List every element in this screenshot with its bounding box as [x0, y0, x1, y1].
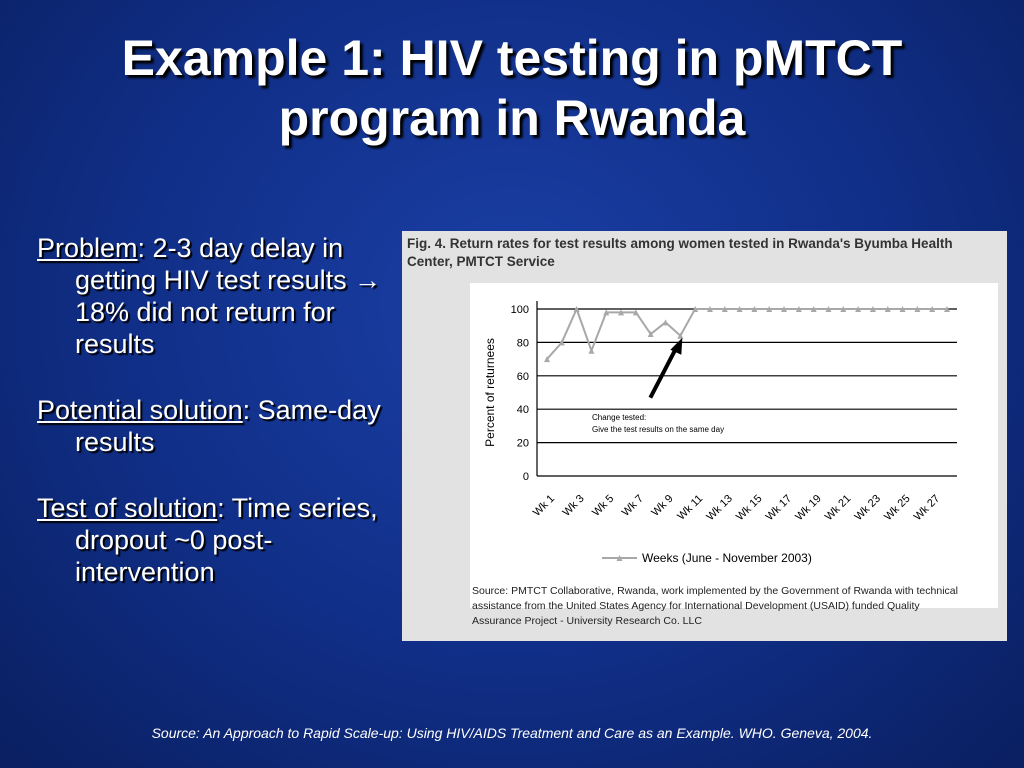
y-tick-label-80: 80 [517, 337, 529, 349]
legend-marker [616, 555, 623, 561]
series-line [546, 306, 947, 360]
x-tick-label-wk-11: Wk 11 [675, 493, 705, 523]
data-point-wk-17 [781, 306, 788, 312]
bullet-problem-label: Problem [37, 233, 138, 263]
bullet-problem: Problem: 2-3 day delay in getting HIV te… [37, 232, 382, 360]
data-point-wk-20 [825, 306, 832, 312]
bullet-list: Problem: 2-3 day delay in getting HIV te… [37, 232, 382, 622]
bullet-test-text: : Time series, dropout ~0 post-intervent… [75, 493, 378, 587]
title-line-1: Example 1: HIV testing in pMTCT [121, 30, 903, 86]
data-point-wk-3 [573, 306, 580, 312]
data-point-wk-23 [869, 306, 876, 312]
data-point-wk-14 [736, 306, 743, 312]
x-tick-label-wk-9: Wk 9 [649, 493, 675, 519]
annotation-arrow-shaft [648, 346, 679, 399]
x-tick-label-wk-13: Wk 13 [704, 493, 735, 524]
figure-source-line-3: Assurance Project - University Research … [472, 615, 702, 627]
data-point-wk-16 [766, 306, 773, 312]
data-point-wk-9 [662, 319, 669, 326]
x-tick-label-wk-15: Wk 15 [734, 493, 765, 524]
x-tick-label-wk-19: Wk 19 [793, 493, 824, 524]
data-point-wk-28 [944, 306, 950, 312]
data-point-wk-1 [544, 356, 550, 363]
data-point-wk-12 [706, 306, 713, 312]
bullet-potential-solution: Potential solution: Same-day results [37, 394, 382, 458]
annotation-arrow-head [670, 337, 683, 355]
x-tick-label-wk-27: Wk 27 [912, 493, 943, 524]
data-point-wk-24 [884, 306, 891, 312]
x-tick-label-wk-25: Wk 25 [882, 493, 913, 524]
data-point-wk-21 [840, 306, 847, 312]
data-point-wk-15 [751, 306, 758, 312]
data-point-wk-18 [795, 306, 802, 312]
figure-caption: Fig. 4. Return rates for test results am… [407, 236, 953, 269]
x-tick-label-wk-17: Wk 17 [764, 493, 795, 524]
data-point-wk-8 [647, 331, 654, 338]
figure-source-line-1: Source: PMTCT Collaborative, Rwanda, wor… [472, 585, 958, 597]
x-tick-label-wk-3: Wk 3 [561, 493, 587, 519]
plot-area [470, 283, 998, 608]
figure-panel: Fig. 4. Return rates for test results am… [402, 231, 1007, 641]
data-point-wk-26 [914, 306, 921, 312]
y-tick-label-20: 20 [517, 438, 529, 450]
data-point-wk-25 [899, 306, 906, 312]
data-point-wk-13 [721, 306, 728, 312]
annotation-line-2: Give the test results on the same day [592, 425, 724, 434]
bullet-problem-text: : 2-3 day delay in getting HIV test resu… [75, 233, 382, 359]
x-tick-label-wk-7: Wk 7 [620, 493, 646, 519]
y-tick-label-40: 40 [517, 404, 529, 416]
figure-source: Source: PMTCT Collaborative, Rwanda, wor… [472, 584, 997, 629]
data-point-wk-2 [558, 339, 565, 346]
data-point-wk-27 [929, 306, 936, 312]
legend-label: Weeks (June - November 2003) [642, 551, 812, 565]
figure-source-line-2: assistance from the United States Agency… [472, 600, 920, 612]
data-point-wk-19 [810, 306, 817, 312]
x-tick-label-wk-1: Wk 1 [531, 493, 557, 519]
x-tick-label-wk-23: Wk 23 [853, 493, 884, 524]
y-tick-label-100: 100 [511, 304, 529, 316]
slide-title: Example 1: HIV testing in pMTCT program … [0, 28, 1024, 148]
bullet-solution-label: Potential solution [37, 395, 243, 425]
data-point-wk-22 [855, 306, 862, 312]
data-point-wk-4 [588, 347, 595, 354]
title-line-2: program in Rwanda [278, 90, 746, 146]
data-point-wk-5 [603, 309, 610, 316]
annotation-line-1: Change tested: [592, 413, 646, 422]
bullet-solution-text: : Same-day results [75, 395, 381, 457]
x-tick-label-wk-5: Wk 5 [590, 493, 616, 519]
data-point-wk-7 [632, 309, 639, 316]
data-point-wk-11 [692, 306, 699, 312]
bullet-test-of-solution: Test of solution: Time series, dropout ~… [37, 492, 382, 588]
data-point-wk-10 [677, 332, 684, 339]
slide-footer-source: Source: An Approach to Rapid Scale-up: U… [151, 725, 873, 741]
line-chart: 0 20 40 60 80 100 Percent of returnees Wk 1 Wk 3… [483, 301, 957, 565]
y-axis-title: Percent of returnees [483, 338, 497, 447]
y-tick-label-60: 60 [517, 371, 529, 383]
bullet-test-label: Test of solution [37, 493, 218, 523]
data-point-wk-6 [618, 309, 625, 316]
y-tick-label-0: 0 [523, 471, 529, 483]
x-tick-label-wk-21: Wk 21 [823, 493, 854, 524]
